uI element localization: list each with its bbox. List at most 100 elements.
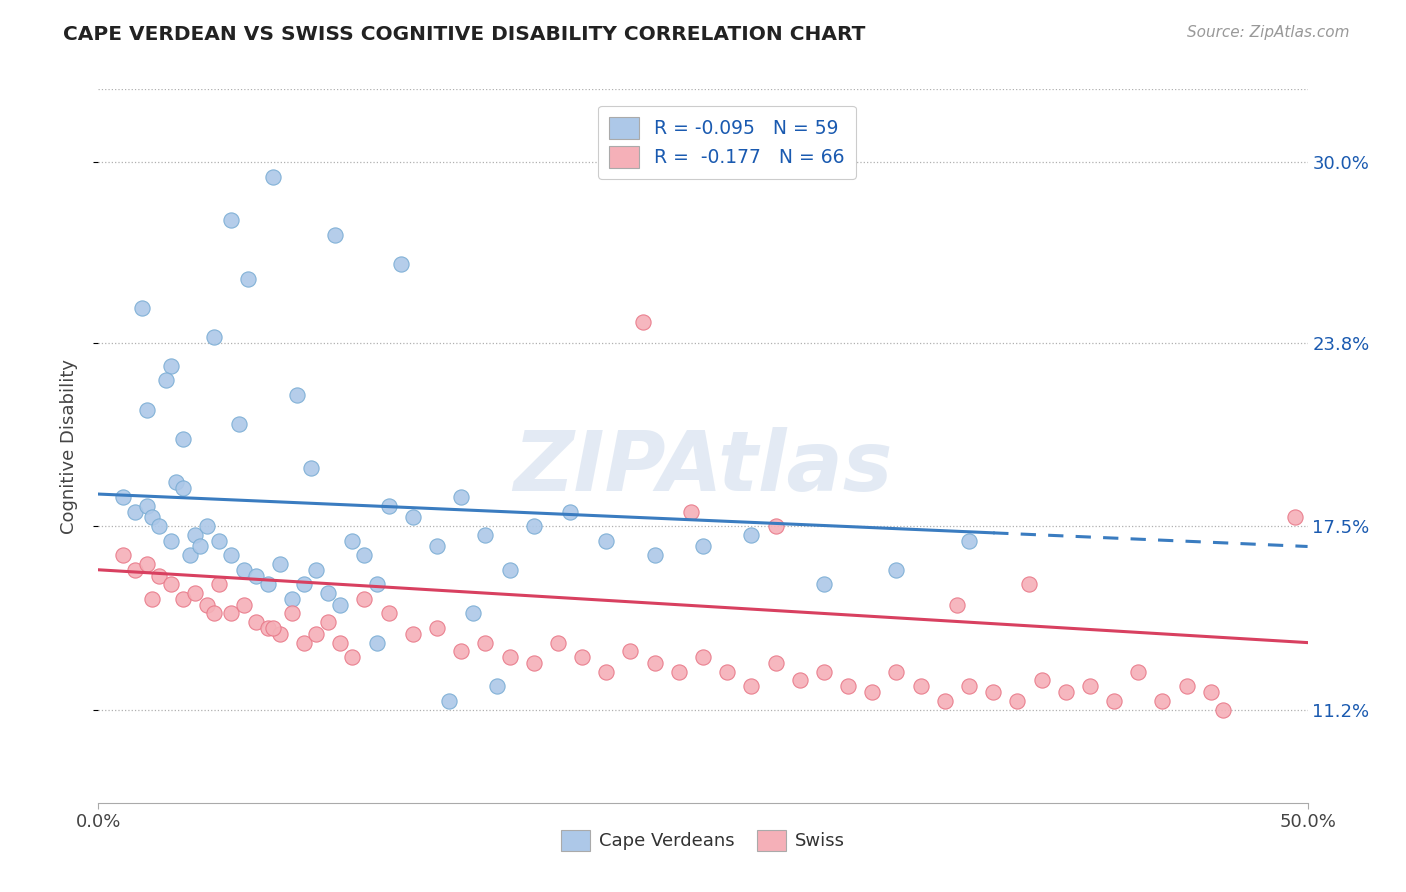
Point xyxy=(1212,703,1234,717)
Point xyxy=(450,644,472,658)
Point xyxy=(172,591,194,606)
Point xyxy=(188,540,211,554)
Point xyxy=(256,577,278,591)
Point xyxy=(366,577,388,591)
Point xyxy=(124,504,146,518)
Point xyxy=(221,213,243,227)
Point xyxy=(135,499,157,513)
Point xyxy=(1199,685,1222,699)
Point xyxy=(111,490,134,504)
Point xyxy=(292,577,315,591)
Point xyxy=(547,635,569,649)
Point xyxy=(595,533,617,548)
Point xyxy=(740,679,762,693)
Point xyxy=(558,504,581,518)
Point xyxy=(141,591,163,606)
Point xyxy=(402,510,425,524)
Point xyxy=(124,563,146,577)
Point xyxy=(329,635,352,649)
Point xyxy=(957,533,980,548)
Point xyxy=(437,694,460,708)
Point xyxy=(813,577,835,591)
Point xyxy=(316,615,339,630)
Point xyxy=(179,548,201,562)
Point xyxy=(692,650,714,665)
Point xyxy=(498,563,520,577)
Point xyxy=(245,568,267,582)
Point xyxy=(860,685,883,699)
Text: CAPE VERDEAN VS SWISS COGNITIVE DISABILITY CORRELATION CHART: CAPE VERDEAN VS SWISS COGNITIVE DISABILI… xyxy=(63,25,866,44)
Point xyxy=(740,528,762,542)
Point xyxy=(1031,673,1053,688)
Point xyxy=(305,627,328,641)
Point xyxy=(172,432,194,446)
Point xyxy=(269,627,291,641)
Point xyxy=(886,563,908,577)
Point xyxy=(837,679,859,693)
Point xyxy=(165,475,187,490)
Point xyxy=(765,656,787,670)
Point xyxy=(474,635,496,649)
Point xyxy=(135,402,157,417)
Point xyxy=(463,607,485,621)
Point xyxy=(981,685,1004,699)
Point xyxy=(644,656,666,670)
Point xyxy=(221,548,243,562)
Point xyxy=(342,533,364,548)
Point xyxy=(886,665,908,679)
Point xyxy=(595,665,617,679)
Point xyxy=(474,528,496,542)
Point xyxy=(160,577,183,591)
Point xyxy=(813,665,835,679)
Point xyxy=(910,679,932,693)
Point xyxy=(316,586,339,600)
Point xyxy=(668,665,690,679)
Point xyxy=(160,533,183,548)
Point xyxy=(262,169,284,184)
Point xyxy=(148,568,170,582)
Point xyxy=(131,301,153,315)
Point xyxy=(184,528,207,542)
Point xyxy=(204,607,226,621)
Point xyxy=(208,577,231,591)
Point xyxy=(238,271,260,285)
Point xyxy=(692,540,714,554)
Point xyxy=(389,257,412,271)
Point xyxy=(325,227,347,242)
Point xyxy=(245,615,267,630)
Point xyxy=(1007,694,1029,708)
Text: ZIPAtlas: ZIPAtlas xyxy=(513,427,893,508)
Point xyxy=(353,548,375,562)
Point xyxy=(426,621,449,635)
Point xyxy=(679,504,702,518)
Point xyxy=(342,650,364,665)
Point xyxy=(426,540,449,554)
Point xyxy=(366,635,388,649)
Point xyxy=(148,519,170,533)
Y-axis label: Cognitive Disability: Cognitive Disability xyxy=(59,359,77,533)
Point xyxy=(377,499,399,513)
Text: Source: ZipAtlas.com: Source: ZipAtlas.com xyxy=(1187,25,1350,40)
Point xyxy=(1018,577,1040,591)
Point xyxy=(204,330,226,344)
Point xyxy=(221,607,243,621)
Point xyxy=(644,548,666,562)
Point xyxy=(285,388,308,402)
Legend: Cape Verdeans, Swiss: Cape Verdeans, Swiss xyxy=(554,822,852,858)
Point xyxy=(353,591,375,606)
Point xyxy=(160,359,183,373)
Point xyxy=(256,621,278,635)
Point xyxy=(1054,685,1077,699)
Point xyxy=(305,563,328,577)
Point xyxy=(329,598,352,612)
Point xyxy=(631,315,654,329)
Point xyxy=(135,557,157,571)
Point xyxy=(523,656,546,670)
Point xyxy=(1128,665,1150,679)
Point xyxy=(262,621,284,635)
Point xyxy=(228,417,250,432)
Point xyxy=(208,533,231,548)
Point xyxy=(172,481,194,495)
Point xyxy=(486,679,509,693)
Point xyxy=(184,586,207,600)
